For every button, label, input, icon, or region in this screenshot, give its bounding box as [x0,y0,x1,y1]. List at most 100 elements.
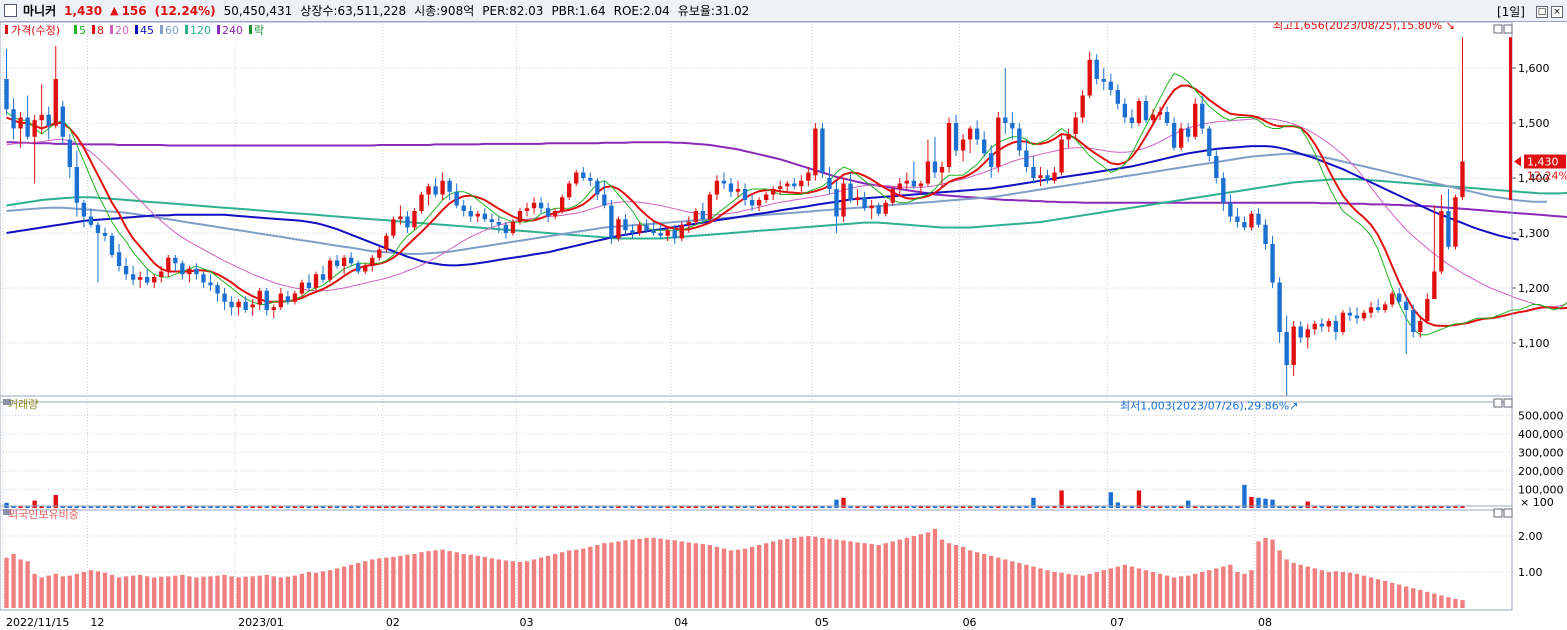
foreign-ratio-bar [412,554,417,608]
foreign-ratio-bar [1073,574,1078,608]
foreign-ratio-bar [1411,588,1416,608]
candle-body [1263,224,1268,244]
foreign-ratio-bar [876,545,881,608]
candle-body [250,304,255,308]
volume-bar [735,506,741,508]
close-icon[interactable]: × [1551,5,1563,18]
volume-bar [946,506,952,508]
volume-bar [159,506,164,508]
volume-bar [187,506,192,508]
foreign-ratio-bar [1368,577,1374,608]
volume-bar [932,506,938,508]
volume-bar [412,506,417,508]
foreign-ratio-bar [53,573,58,608]
ma20-line [6,118,1567,308]
volume-bar [440,506,445,508]
foreign-ratio-bar [1439,595,1444,608]
foreign-ratio-bar [299,573,305,608]
foreign-ratio-bar [468,554,473,608]
candle-body [1178,128,1184,148]
foreign-ratio-title: 외국인보유비중 [8,508,79,521]
foreign-ratio-bar [426,551,431,608]
candle-body [609,205,614,239]
volume-bar [848,506,853,508]
foreign-tick-label: 1.00 [1518,566,1543,579]
panel-maximize-icon[interactable] [1493,508,1503,518]
volume-bar [1094,506,1099,508]
candle-body [152,277,157,283]
candle-body [834,189,839,217]
foreign-ratio-bar [1108,568,1113,608]
volume-bar [137,506,143,508]
foreign-ratio-bar [1221,566,1226,608]
candle-body [356,263,361,272]
candle-body [792,183,797,187]
candle-body [862,197,867,209]
volume-bar [588,506,593,508]
candle-body [145,277,150,283]
ma-legend-label: 45 [140,24,154,37]
foreign-ratio-bar [271,576,276,608]
foreign-ratio-bar [531,559,537,608]
candle-body [813,128,818,176]
foreign-ratio-bar [1143,570,1149,608]
foreign-ratio-bar [25,561,30,608]
price-tick-label: 1,600 [1518,62,1550,75]
candle-body [419,194,424,211]
maximize-icon[interactable]: □ [1536,5,1548,18]
volume-bar [637,506,642,508]
panel-maximize-icon[interactable] [1493,24,1503,34]
panel-close-icon[interactable] [1503,508,1513,518]
foreign-ratio-bar [517,561,523,608]
pbr-value: PBR:1.64 [551,3,606,18]
candle-body [1382,304,1388,310]
foreign-ratio-bar [116,577,122,608]
foreign-ratio-bar [489,558,495,608]
volume-bar [1143,506,1149,508]
select-checkbox[interactable] [4,4,17,17]
volume-bar [1446,506,1451,508]
candle-body [735,189,741,192]
candle-body [672,230,677,239]
volume-bar [623,506,628,508]
volume-bar [862,506,867,508]
panel-menu-icon[interactable] [3,399,11,405]
volume-bar [1439,506,1444,508]
candle-body [116,252,122,266]
foreign-ratio-bar [911,536,917,608]
volume-bar [1396,506,1402,508]
candle-body [137,277,143,280]
candle-body [785,183,790,187]
volume-bar [559,506,565,508]
foreign-ratio-bar [95,571,101,608]
volume-bar [1326,506,1332,508]
candle-body [665,230,670,236]
candle-body [4,79,9,110]
volume-bar [1298,506,1303,508]
volume-bar [827,506,832,508]
foreign-ratio-bar [334,568,340,608]
price-legend-swatch [5,25,8,34]
panel-maximize-icon[interactable] [1493,398,1503,408]
volume-bar [1368,506,1374,508]
candle-body [771,189,776,195]
foreign-ratio-bar [552,554,558,608]
candle-body [1066,134,1071,140]
volume-bar [813,506,818,508]
panel-close-icon[interactable] [1503,24,1513,34]
candle-body [1101,79,1106,82]
period-selector[interactable]: [1일] [1496,5,1525,19]
candle-body [313,274,319,288]
volume-bar [1404,506,1409,508]
volume-bar [257,506,262,508]
panel-menu-icon[interactable] [3,509,11,515]
volume-bar [1136,490,1142,508]
foreign-ratio-bar [1017,563,1022,608]
volume-bar [229,506,234,508]
panel-close-icon[interactable] [1503,398,1513,408]
volume-bar [1115,502,1121,508]
candle-body [538,202,544,209]
candle-body [721,180,727,184]
foreign-ratio-bar [602,543,607,608]
volume-bar [447,506,452,508]
